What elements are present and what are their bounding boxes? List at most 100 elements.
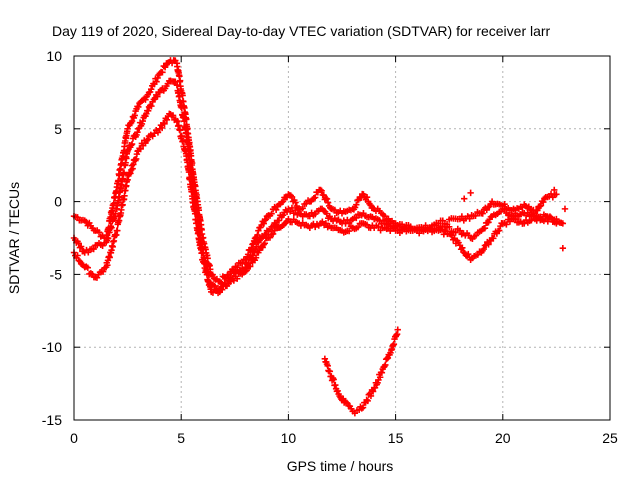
data-point xyxy=(363,396,370,404)
data-point xyxy=(75,257,82,264)
data-point xyxy=(551,216,558,223)
data-point xyxy=(315,222,322,229)
data-point xyxy=(319,218,326,225)
data-point xyxy=(95,229,103,236)
x-tick-label: 0 xyxy=(70,430,78,446)
data-point xyxy=(249,252,256,259)
data-point xyxy=(261,240,269,247)
axis-ticks xyxy=(73,55,611,421)
data-point xyxy=(271,227,278,234)
data-point xyxy=(243,267,250,274)
y-tick-labels: -15 -10 -5 0 5 10 xyxy=(42,48,62,428)
data-point xyxy=(415,229,423,237)
x-axis-title: GPS time / hours xyxy=(287,458,394,474)
data-point xyxy=(287,192,294,199)
data-point xyxy=(299,205,306,212)
data-point xyxy=(551,186,558,194)
data-point xyxy=(99,268,107,275)
data-point xyxy=(353,214,360,222)
y-tick-label: 10 xyxy=(46,48,62,64)
data-point xyxy=(139,117,146,125)
data-point xyxy=(153,78,160,85)
data-point xyxy=(466,215,473,222)
data-point xyxy=(481,224,489,232)
data-point xyxy=(127,142,135,149)
data-point xyxy=(262,216,270,223)
data-point xyxy=(411,226,419,233)
data-point xyxy=(159,69,166,76)
data-point xyxy=(544,218,552,225)
data-point xyxy=(286,208,294,215)
data-point xyxy=(185,168,193,176)
y-axis-title: SDTVAR / TECUs xyxy=(6,182,22,294)
data-point xyxy=(458,213,466,220)
data-point xyxy=(178,132,186,140)
data-point xyxy=(467,189,474,197)
data-point xyxy=(163,116,171,123)
data-point xyxy=(508,215,515,222)
data-point xyxy=(452,229,459,236)
data-point xyxy=(137,145,144,153)
data-point xyxy=(537,202,545,209)
data-point xyxy=(131,112,138,119)
data-point xyxy=(148,102,155,110)
data-point xyxy=(181,147,189,154)
data-point xyxy=(465,232,473,239)
x-tick-label: 10 xyxy=(281,430,297,446)
data-point xyxy=(472,212,479,220)
data-point xyxy=(369,213,376,221)
grid-lines xyxy=(74,56,610,420)
data-point xyxy=(90,245,97,253)
data-point xyxy=(154,129,162,136)
data-point xyxy=(80,247,87,255)
data-point xyxy=(353,407,361,414)
y-tick-label: 0 xyxy=(54,194,62,210)
data-point xyxy=(260,220,267,227)
data-point xyxy=(332,381,339,389)
data-point xyxy=(293,202,300,210)
data-point xyxy=(288,193,296,201)
plot-frame xyxy=(73,55,611,421)
data-point xyxy=(519,220,526,227)
data-point xyxy=(461,195,468,202)
y-tick-label: -10 xyxy=(42,339,62,355)
data-point xyxy=(304,197,312,204)
x-tick-label: 15 xyxy=(388,430,404,446)
data-point xyxy=(446,223,453,231)
data-point xyxy=(480,245,487,253)
data-point xyxy=(272,206,280,214)
data-point xyxy=(337,226,344,234)
data-point xyxy=(74,252,81,259)
x-tick-labels: 0 5 10 15 20 25 xyxy=(70,430,618,446)
data-point xyxy=(158,124,166,132)
data-point xyxy=(279,198,287,205)
data-point xyxy=(326,222,333,230)
data-point xyxy=(176,77,184,84)
data-point xyxy=(176,126,184,134)
data-point xyxy=(496,227,503,234)
data-point xyxy=(426,225,434,232)
data-point xyxy=(269,230,277,238)
data-point xyxy=(324,199,332,206)
data-point xyxy=(363,193,371,201)
data-point xyxy=(326,213,333,220)
data-point xyxy=(144,107,152,115)
data-point xyxy=(359,404,367,411)
x-tick-label: 5 xyxy=(177,430,185,446)
data-point xyxy=(558,219,565,226)
data-point xyxy=(465,250,472,258)
data-point xyxy=(172,78,179,85)
data-point xyxy=(104,235,112,242)
data-point xyxy=(246,263,254,270)
data-point xyxy=(123,176,131,184)
data-point xyxy=(376,374,384,381)
data-point xyxy=(501,206,508,213)
data-point xyxy=(540,198,547,206)
data-point xyxy=(547,214,555,221)
data-point xyxy=(347,223,355,230)
data-point xyxy=(215,278,222,285)
data-point xyxy=(154,74,161,82)
data-point xyxy=(84,264,91,271)
